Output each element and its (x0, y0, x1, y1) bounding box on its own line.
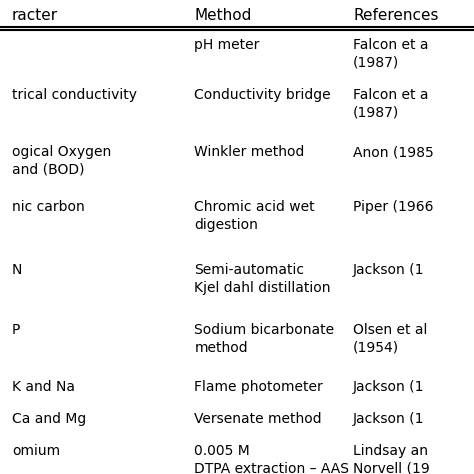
Text: Jackson (1: Jackson (1 (353, 380, 425, 394)
Text: Semi-automatic
Kjel dahl distillation: Semi-automatic Kjel dahl distillation (194, 263, 331, 295)
Text: Falcon et a
(1987): Falcon et a (1987) (353, 88, 428, 120)
Text: K and Na: K and Na (12, 380, 75, 394)
Text: Olsen et al
(1954): Olsen et al (1954) (353, 323, 428, 355)
Text: Sodium bicarbonate
method: Sodium bicarbonate method (194, 323, 335, 355)
Text: Falcon et a
(1987): Falcon et a (1987) (353, 38, 428, 70)
Text: N: N (12, 263, 22, 277)
Text: omium: omium (12, 444, 60, 458)
Text: References: References (353, 8, 438, 23)
Text: Ca and Mg: Ca and Mg (12, 412, 86, 426)
Text: 0.005 M
DTPA extraction – AAS: 0.005 M DTPA extraction – AAS (194, 444, 349, 474)
Text: Jackson (1: Jackson (1 (353, 412, 425, 426)
Text: Winkler method: Winkler method (194, 145, 305, 159)
Text: nic carbon: nic carbon (12, 200, 84, 214)
Text: Jackson (1: Jackson (1 (353, 263, 425, 277)
Text: Versenate method: Versenate method (194, 412, 322, 426)
Text: Lindsay an
Norvell (19: Lindsay an Norvell (19 (353, 444, 430, 474)
Text: Flame photometer: Flame photometer (194, 380, 323, 394)
Text: racter: racter (12, 8, 58, 23)
Text: P: P (12, 323, 20, 337)
Text: Conductivity bridge: Conductivity bridge (194, 88, 331, 102)
Text: Piper (1966: Piper (1966 (353, 200, 434, 214)
Text: trical conductivity: trical conductivity (12, 88, 137, 102)
Text: Method: Method (194, 8, 252, 23)
Text: Anon (1985: Anon (1985 (353, 145, 434, 159)
Text: ogical Oxygen
and (BOD): ogical Oxygen and (BOD) (12, 145, 111, 177)
Text: Chromic acid wet
digestion: Chromic acid wet digestion (194, 200, 315, 232)
Text: pH meter: pH meter (194, 38, 260, 52)
